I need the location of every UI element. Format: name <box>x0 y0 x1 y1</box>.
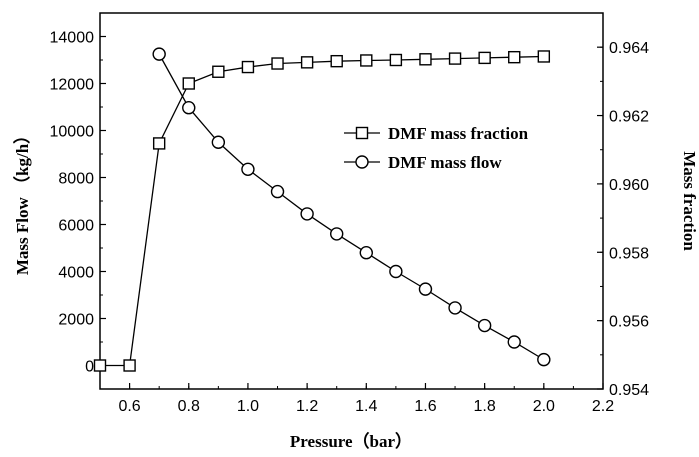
square-marker <box>300 56 314 69</box>
square-marker <box>212 65 225 78</box>
x-tick-label: 1.4 <box>355 398 377 415</box>
square-marker <box>478 51 491 65</box>
circle-marker <box>182 101 196 115</box>
series-line-mass-flow <box>158 53 545 361</box>
square-marker <box>123 359 136 372</box>
y-left-tick-label: 4000 <box>58 265 94 282</box>
y-right-tick-label: 0.964 <box>609 40 649 57</box>
legend: DMF mass fraction DMF mass flow <box>344 124 529 172</box>
x-tick-label: 2.0 <box>533 398 555 415</box>
y-left-tick-label: 14000 <box>50 30 95 47</box>
x-axis-title: Pressure（bar） <box>290 431 412 451</box>
series-line-mass-fraction <box>100 55 544 367</box>
x-tick-label: 1.2 <box>296 398 318 415</box>
x-tick-label: 0.6 <box>118 398 140 415</box>
square-marker <box>448 52 462 65</box>
square-marker <box>241 60 255 74</box>
x-tick-label: 1.0 <box>237 398 259 415</box>
legend-circle-marker <box>355 155 369 169</box>
legend-label: DMF mass flow <box>388 153 502 172</box>
axes <box>99 12 604 390</box>
x-tick-label: 0.8 <box>178 398 200 415</box>
circle-marker <box>330 227 344 241</box>
circle-marker <box>241 162 255 176</box>
circle-marker <box>477 318 492 333</box>
square-marker <box>419 53 432 66</box>
x-tick-label: 1.8 <box>474 398 496 415</box>
x-tick-label: 2.2 <box>592 398 614 415</box>
y-left-tick-label: 12000 <box>50 77 95 94</box>
square-marker <box>93 359 107 372</box>
circle-marker <box>211 135 226 149</box>
circle-marker <box>152 47 166 61</box>
circle-marker <box>418 282 433 296</box>
y-left-tick-label: 8000 <box>58 171 94 188</box>
legend-square-marker <box>355 126 369 140</box>
circle-marker <box>300 207 314 221</box>
circle-marker <box>270 184 285 199</box>
y-axis-left-title: Mass Flow （kg/h） <box>12 127 32 275</box>
square-marker <box>182 77 195 90</box>
square-marker <box>152 137 166 150</box>
y-right-tick-label: 0.960 <box>609 177 649 194</box>
circle-marker <box>537 352 551 367</box>
tick-marks: 0.6 0.8 1.0 1.2 1.4 1.6 1.8 2.0 2.2 0 2000 4000 6000… <box>50 12 649 415</box>
plot-frame <box>99 12 604 390</box>
circle-marker <box>448 301 462 315</box>
square-marker <box>508 50 521 64</box>
y-axis-right-title: Mass fraction <box>680 151 699 251</box>
y-left-tick-label: 2000 <box>58 312 94 329</box>
y-right-tick-label: 0.956 <box>609 314 649 331</box>
y-right-tick-label: 0.954 <box>609 382 649 399</box>
y-right-tick-label: 0.962 <box>609 109 649 126</box>
y-right-tick-label: 0.958 <box>609 245 649 262</box>
y-left-tick-label: 10000 <box>50 124 95 141</box>
square-marker <box>389 53 403 67</box>
circle-marker <box>359 245 373 260</box>
y-left-tick-label: 0 <box>85 359 94 376</box>
series-group <box>93 47 551 372</box>
square-marker <box>537 50 551 63</box>
square-marker <box>271 57 284 70</box>
square-marker <box>330 54 343 68</box>
x-tick-label: 1.6 <box>414 398 436 415</box>
legend-label: DMF mass fraction <box>388 124 529 143</box>
circle-marker <box>507 335 521 349</box>
circle-marker <box>389 264 403 279</box>
y-left-tick-label: 6000 <box>58 218 94 235</box>
square-marker <box>360 54 373 67</box>
